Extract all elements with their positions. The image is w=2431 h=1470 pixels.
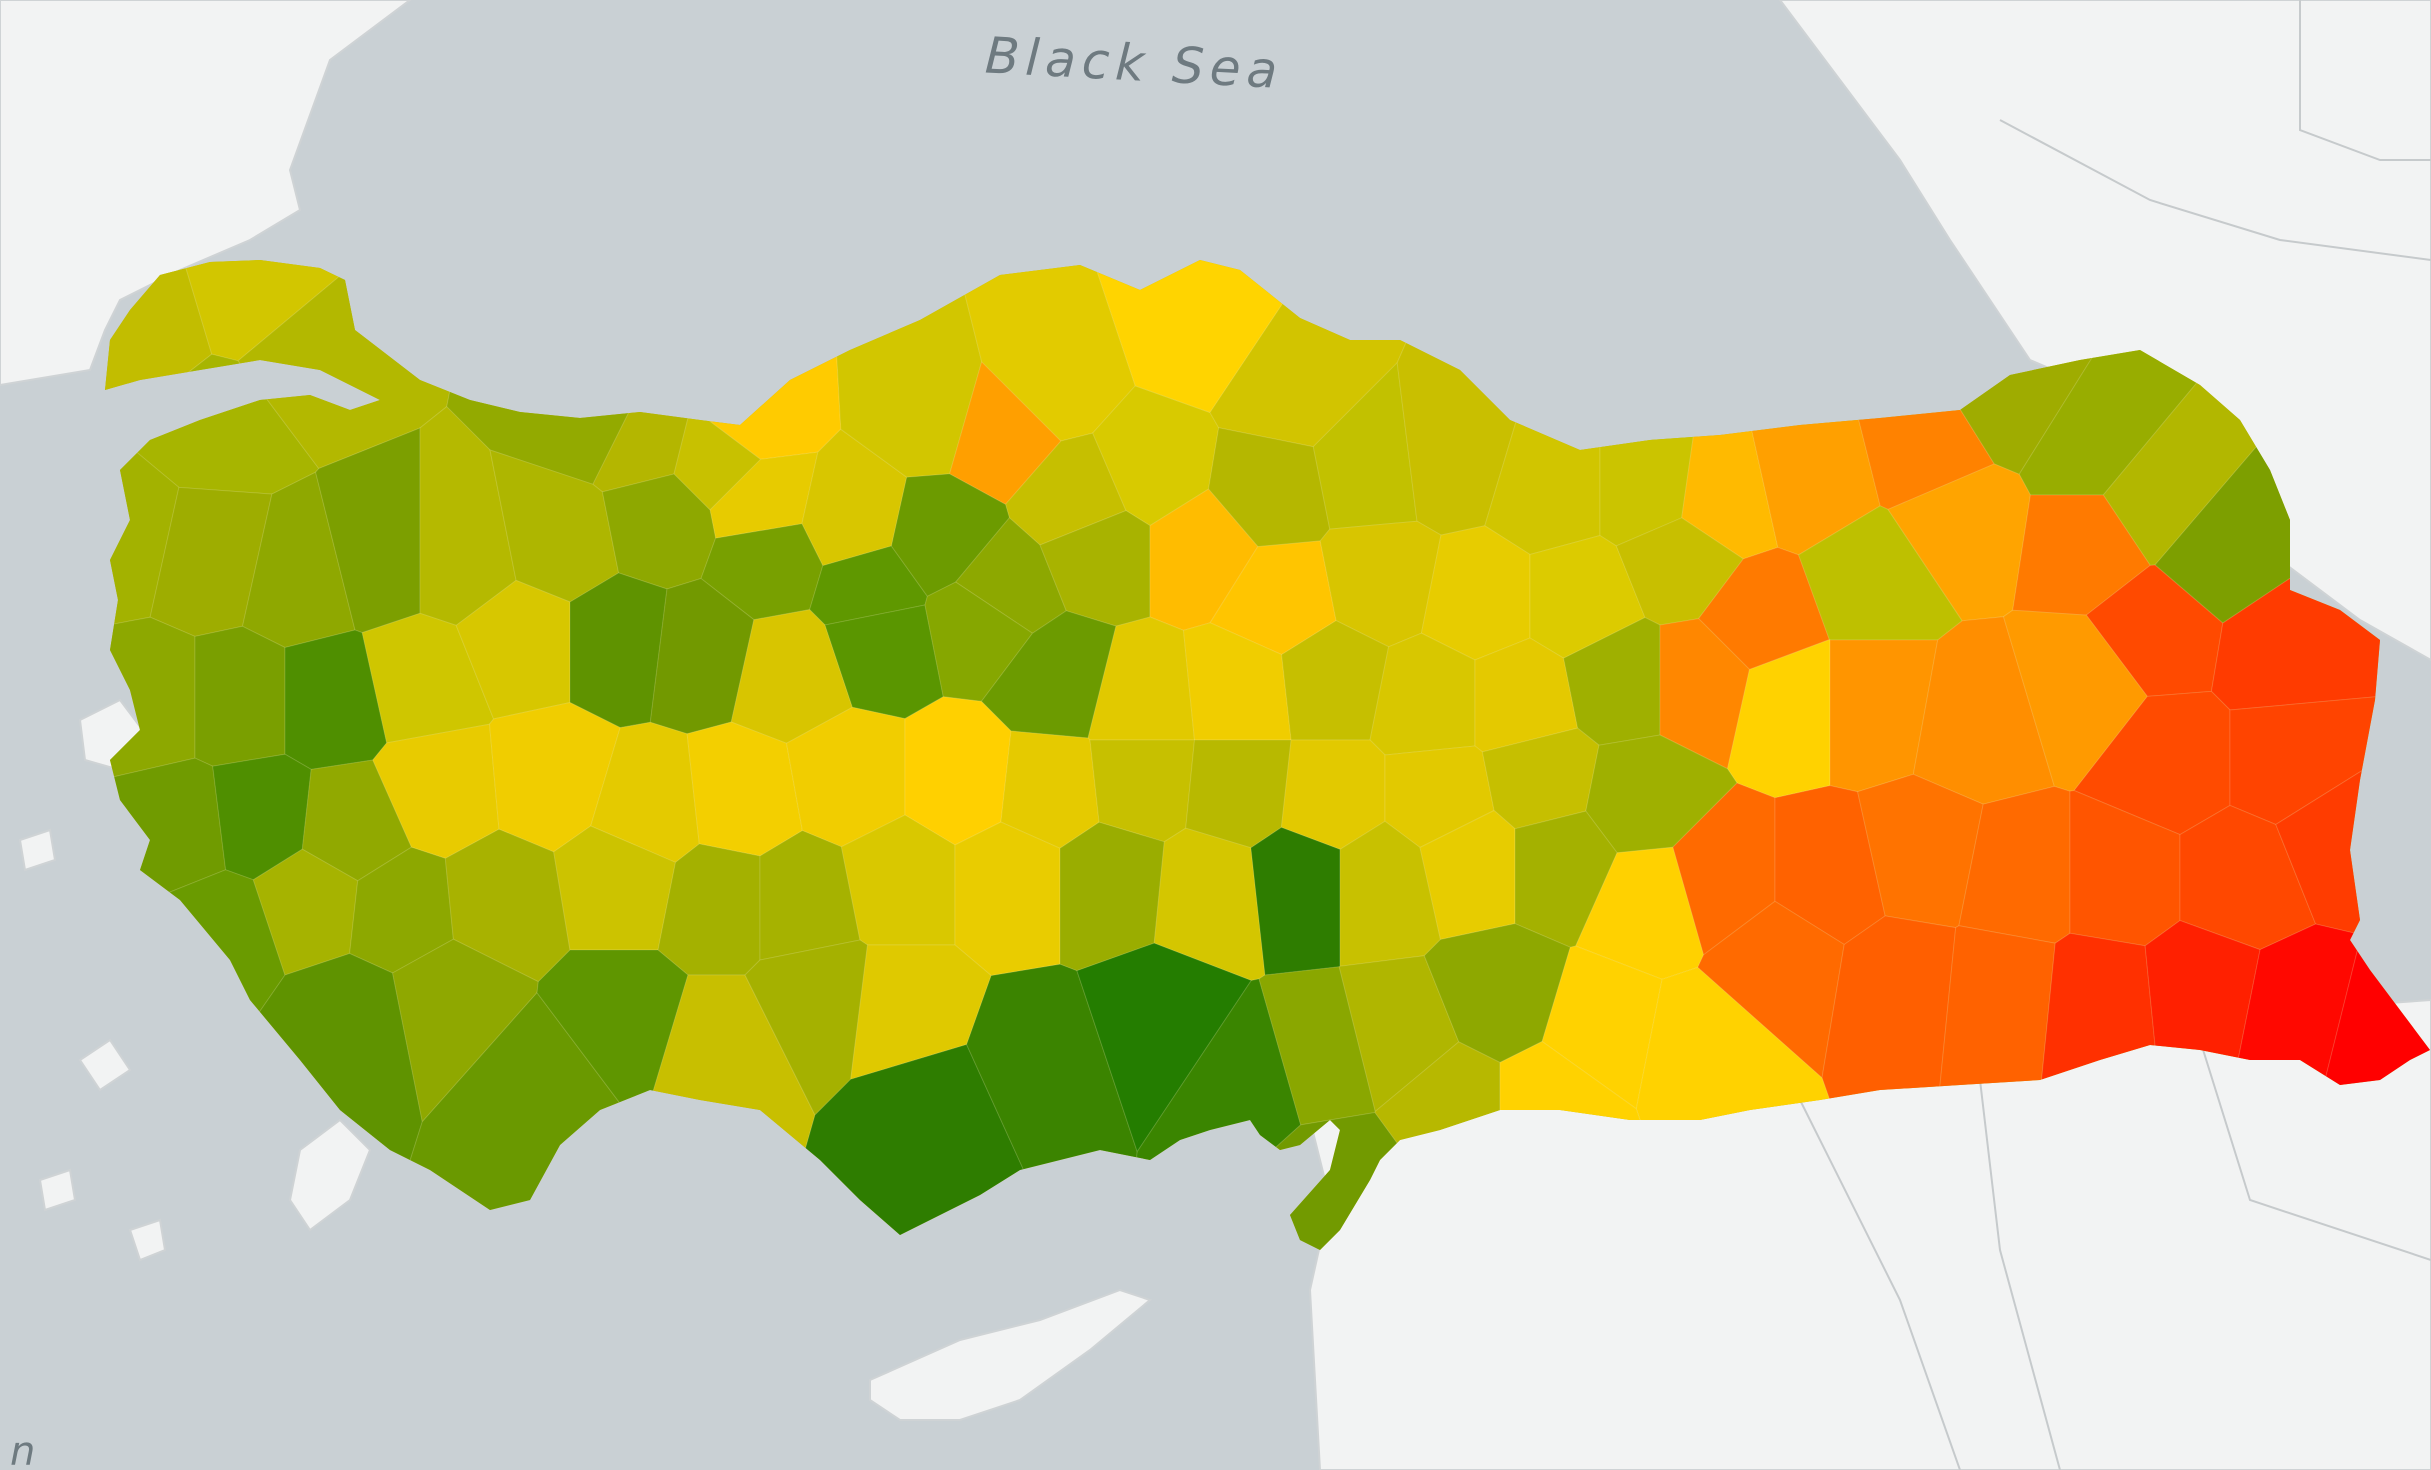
land-island-1 xyxy=(288,1118,372,1232)
border-line-3 xyxy=(1799,1099,1961,1470)
border-line-5 xyxy=(2199,1039,2431,1261)
province-region[interactable] xyxy=(1697,900,1845,1079)
province-region[interactable] xyxy=(1585,734,1738,854)
province-region[interactable] xyxy=(488,701,621,853)
province-region[interactable] xyxy=(252,848,359,976)
map-edge-label: n xyxy=(10,1429,35,1470)
land-island-3 xyxy=(38,1168,77,1212)
province-region[interactable] xyxy=(1250,826,1341,976)
border-line-1 xyxy=(1999,119,2431,261)
province-region[interactable] xyxy=(954,821,1061,977)
land-island-2 xyxy=(78,1038,132,1092)
province-region[interactable] xyxy=(194,625,286,767)
land-island-6 xyxy=(18,828,57,872)
province-region[interactable] xyxy=(904,696,1012,846)
province-region[interactable] xyxy=(759,830,861,961)
province-region[interactable] xyxy=(1338,955,1460,1113)
border-line-2 xyxy=(2299,0,2431,161)
province-region[interactable] xyxy=(601,473,717,590)
land-balkans xyxy=(0,0,412,387)
border-line-4 xyxy=(1979,1079,2061,1470)
land-cyprus xyxy=(869,1288,1153,1421)
land-island-4 xyxy=(128,1218,167,1262)
